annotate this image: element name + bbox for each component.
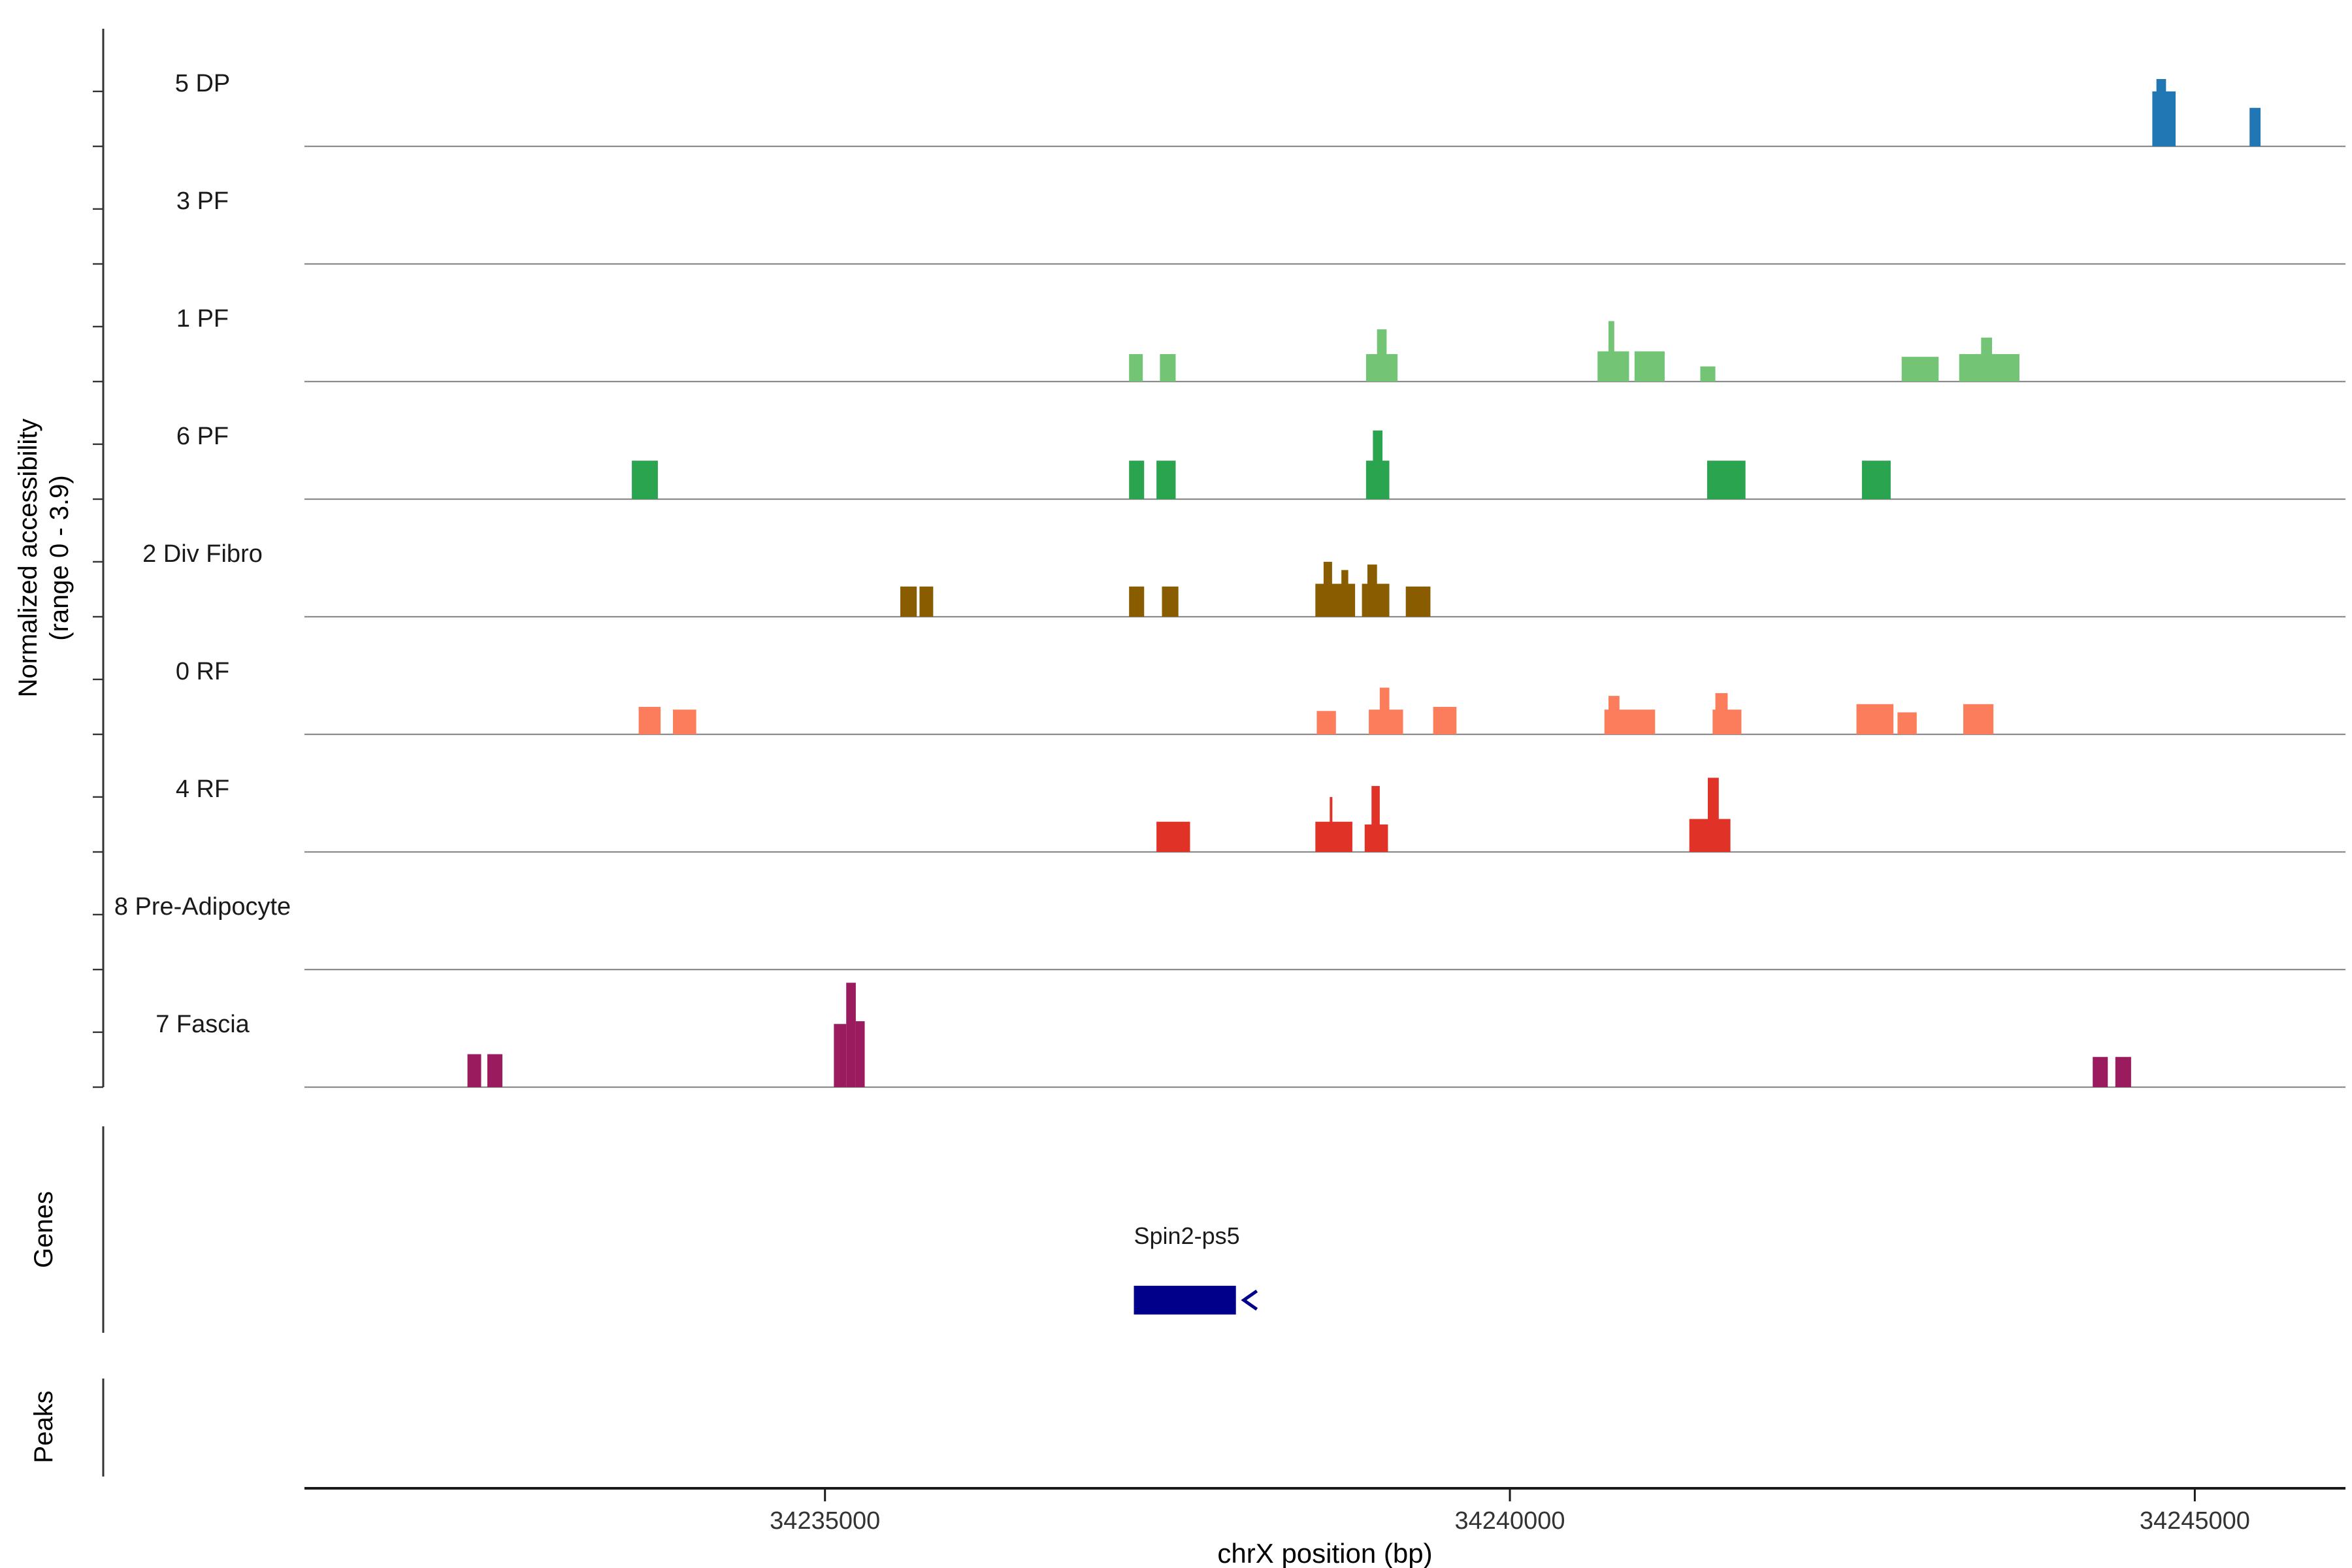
coverage-peak bbox=[632, 461, 658, 499]
coverage-peak bbox=[1609, 696, 1620, 734]
track-8-pre-adipocyte: 8 Pre-Adipocyte bbox=[93, 893, 2345, 971]
coverage-peak bbox=[1129, 586, 1145, 617]
coverage-peak bbox=[1129, 461, 1145, 499]
y-axis-label-line1: Normalized accessibility bbox=[14, 419, 42, 698]
y-axis-label-line2: (range 0 - 3.9) bbox=[45, 475, 74, 640]
coverage-peak bbox=[919, 586, 934, 617]
track-0-rf: 0 RF bbox=[93, 658, 2345, 736]
track-6-pf: 6 PF bbox=[93, 423, 2345, 500]
coverage-peak bbox=[1315, 583, 1356, 617]
x-tick-label: 34235000 bbox=[770, 1507, 880, 1535]
x-tick-label: 34240000 bbox=[1455, 1507, 1565, 1535]
x-tick-label: 34245000 bbox=[2140, 1507, 2250, 1535]
gene-strand-arrow-icon bbox=[1241, 1289, 1258, 1311]
track-2-div-fibro: 2 Div Fibro bbox=[93, 540, 2345, 618]
peaks-section: Peaks bbox=[29, 1379, 105, 1477]
coverage-peak bbox=[1156, 461, 1176, 499]
coverage-peak bbox=[2093, 1056, 2108, 1087]
coverage-peak bbox=[1963, 704, 1994, 734]
coverage-peak bbox=[1129, 353, 1143, 382]
coverage-peak bbox=[1856, 704, 1894, 734]
coverage-peak bbox=[2115, 1056, 2131, 1087]
coverage-peak bbox=[1341, 570, 1348, 617]
coverage-peak bbox=[672, 710, 696, 734]
coverage-peak bbox=[900, 586, 917, 617]
coverage-peak bbox=[1861, 461, 1891, 499]
track-7-fascia: 7 Fascia bbox=[93, 983, 2345, 1088]
coverage-peak bbox=[1373, 430, 1383, 499]
coverage-peak bbox=[1156, 821, 1190, 852]
gene-name-label: Spin2-ps5 bbox=[1134, 1222, 1240, 1249]
track-label: 0 RF bbox=[176, 658, 229, 685]
track-label: 8 Pre-Adipocyte bbox=[114, 893, 291, 921]
track-label: 3 PF bbox=[176, 188, 229, 215]
coverage-peak bbox=[855, 1021, 865, 1087]
coverage-peak bbox=[1901, 357, 1939, 382]
genes-section: Genes Spin2-ps5 bbox=[29, 1126, 1258, 1333]
gene-spin2-ps5: Spin2-ps5 bbox=[1134, 1222, 1258, 1315]
coverage-peak bbox=[1330, 796, 1333, 852]
coverage-peak bbox=[638, 706, 661, 734]
coverage-peak bbox=[1377, 329, 1387, 382]
coverage-peak bbox=[1897, 712, 1917, 734]
coverage-peak bbox=[467, 1054, 482, 1087]
track-label: 5 DP bbox=[175, 70, 230, 97]
coverage-peak bbox=[1323, 561, 1332, 617]
x-axis-title: chrX position (bp) bbox=[1217, 1538, 1432, 1568]
peaks-section-label: Peaks bbox=[29, 1390, 58, 1463]
coverage-peak bbox=[1433, 706, 1457, 734]
track-5-dp: 5 DP bbox=[93, 70, 2345, 148]
coverage-peak bbox=[1379, 687, 1390, 734]
coverage-peak bbox=[1634, 351, 1665, 382]
coverage-peak bbox=[1405, 586, 1431, 617]
track-label: 1 PF bbox=[176, 305, 229, 333]
coverage-peak bbox=[1367, 564, 1377, 617]
coverage-peak bbox=[1700, 366, 1716, 382]
coverage-peak bbox=[2249, 108, 2261, 146]
coverage-peak bbox=[1371, 786, 1380, 852]
track-label: 4 RF bbox=[176, 776, 229, 803]
coverage-peak bbox=[846, 983, 856, 1087]
coverage-peak bbox=[1715, 693, 1728, 734]
x-axis: 34235000 34240000 34245000 chrX position (b… bbox=[304, 1487, 2345, 1568]
coverage-peak bbox=[1315, 821, 1352, 852]
track-1-pf: 1 PF bbox=[93, 305, 2345, 383]
track-4-rf: 4 RF bbox=[93, 776, 2345, 853]
genes-section-label: Genes bbox=[29, 1191, 58, 1268]
coverage-peak bbox=[1160, 353, 1176, 382]
track-label: 2 Div Fibro bbox=[142, 540, 263, 568]
coverage-peak bbox=[1708, 777, 1719, 852]
coverage-peak bbox=[1609, 321, 1614, 382]
track-label: 7 Fascia bbox=[155, 1011, 250, 1038]
coverage-peak bbox=[834, 1024, 847, 1087]
track-3-pf: 3 PF bbox=[93, 188, 2345, 265]
coverage-peak bbox=[487, 1054, 502, 1087]
coverage-peak bbox=[1981, 337, 1993, 382]
coverage-peak bbox=[1316, 711, 1336, 734]
coverage-peak bbox=[2156, 78, 2166, 146]
coverage-peak bbox=[1162, 586, 1179, 617]
coverage-peak bbox=[1707, 461, 1746, 499]
gene-body bbox=[1134, 1286, 1236, 1315]
track-label: 6 PF bbox=[176, 423, 229, 450]
